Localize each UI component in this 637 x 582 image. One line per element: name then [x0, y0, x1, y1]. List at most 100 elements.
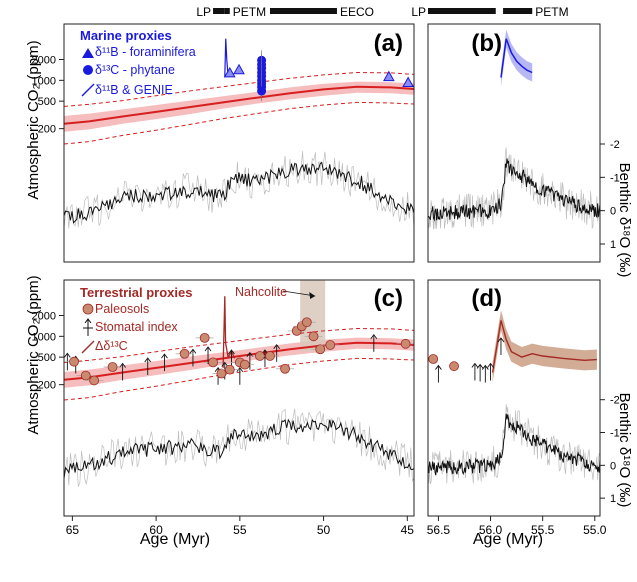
- co2-band-a: [64, 81, 414, 132]
- y-tick-label-a: 2000: [32, 55, 56, 67]
- stomatal-arrow: [435, 364, 442, 370]
- nahcolite-arrow-head: [309, 292, 316, 299]
- legend-label-stomatal: Stomatal index: [95, 320, 178, 334]
- benthic-line-a: [63, 161, 415, 224]
- panel-letter-d: (d): [471, 285, 502, 312]
- paleosol-point: [301, 317, 312, 328]
- bands-layer: [64, 29, 597, 388]
- benthic-raw-c: [63, 408, 415, 487]
- co2-ci-upper-c: [63, 327, 415, 363]
- y-right-tick-label-b: -2: [610, 139, 620, 151]
- event-label-petm: PETM: [233, 5, 266, 19]
- benthic-raw-b: [427, 147, 601, 230]
- x-tick-label-c: 60: [149, 523, 163, 537]
- panel-frame-d: [427, 279, 601, 517]
- y-right-tick-label-d: -1: [610, 428, 620, 440]
- paleosol-point: [80, 370, 91, 381]
- x-axis-label-right: Age (Myr): [473, 531, 543, 548]
- y-tick-label-c: 200: [38, 380, 56, 392]
- panel-letter-a: (a): [374, 30, 403, 57]
- co2-band-c: [64, 337, 414, 388]
- y-tick-label-a: 200: [38, 124, 56, 136]
- paleosol-point: [325, 340, 336, 350]
- boron-foram-point: [383, 70, 395, 82]
- stomatal-arrow: [189, 348, 197, 354]
- y-right-tick-label-d: 1: [610, 493, 616, 505]
- event-bar-petm: [503, 8, 533, 14]
- panel-letter-c: (c): [374, 285, 403, 312]
- stomatal-arrow: [204, 346, 212, 352]
- y-axis-label-top: Atmospheric CO₂ (ppm): [25, 40, 42, 199]
- stomatal-arrow: [471, 362, 479, 368]
- legend-paleosol-icon: [82, 303, 94, 315]
- data-layer: [63, 38, 601, 487]
- paleosol-point: [199, 332, 210, 343]
- panel-frame-b: [427, 23, 601, 263]
- paleosol-point: [216, 368, 227, 379]
- paleosol-point: [89, 375, 100, 386]
- x-tick-label-d: 55.0: [583, 523, 607, 537]
- boron-foram-point: [402, 76, 414, 88]
- benthic-raw-a: [63, 151, 415, 229]
- event-label-eeco: EECO: [340, 5, 374, 19]
- legend-label-boron-foram: δ¹¹B - foraminifera: [95, 45, 196, 59]
- x-axis-label-left: Age (Myr): [140, 531, 210, 548]
- paleosol-point: [208, 357, 218, 368]
- stomatal-arrow: [63, 352, 71, 358]
- stomatal-arrow: [273, 343, 281, 350]
- x-tick-label-d: 56.0: [479, 523, 503, 537]
- stomatal-arrow: [161, 353, 168, 359]
- paleosol-point: [428, 354, 439, 364]
- co2-ci-lower-a: [63, 101, 415, 145]
- text-layer: Age (Myr) Age (Myr) Atmospheric CO₂ (ppm…: [25, 28, 633, 548]
- stomatal-arrow: [487, 362, 494, 368]
- paleosol-point: [179, 348, 190, 359]
- co2-median-a: [63, 85, 415, 125]
- y-right-tick-label-d: -2: [610, 395, 620, 407]
- legend-stomatal-icon: [83, 318, 93, 336]
- x-tick-label-c: 65: [66, 523, 80, 537]
- event-label-lp: LP: [411, 5, 426, 19]
- x-tick-label-d: 56.5: [427, 523, 451, 537]
- event-label-lp: LP: [196, 5, 211, 19]
- stomatal-arrow: [476, 363, 484, 369]
- benthic-line-b: [427, 158, 601, 222]
- stomatal-arrow: [119, 362, 126, 368]
- benthic-raw-d: [427, 403, 601, 485]
- y-axis-right-label-top: Benthic δ¹⁸O (‰): [616, 163, 633, 278]
- boron-foram-point: [233, 63, 245, 75]
- legend-label-phytane: δ¹³C - phytane: [95, 63, 175, 77]
- stomatal-arrow: [228, 349, 235, 355]
- paleosol-point: [69, 356, 79, 367]
- panel-frame-a: [63, 23, 415, 263]
- x-tick-label-c: 50: [317, 523, 331, 537]
- genie-line-a: [224, 38, 229, 78]
- y-tick-label-a: 1000: [32, 75, 56, 87]
- event-bar-eeco: [269, 8, 337, 14]
- paleosol-point: [449, 361, 459, 372]
- nahcolite-label: Nahcolite: [235, 285, 287, 299]
- y-tick-label-a: 500: [38, 96, 56, 108]
- paleosol-point: [280, 363, 290, 374]
- paleosol-point: [400, 338, 411, 349]
- legend-label-genie: δ¹¹B & GENIE: [95, 83, 173, 97]
- co2-ci-upper-a: [63, 71, 415, 107]
- y-tick-label-c: 1000: [32, 331, 56, 343]
- terr-band-d: [492, 310, 597, 383]
- y-axis-label-bottom: Atmospheric CO₂ (ppm): [25, 275, 42, 434]
- legend-title-marine: Marine proxies: [80, 28, 172, 43]
- event-bar-lp: [428, 8, 496, 14]
- legend-circle-icon: [83, 65, 93, 75]
- legend-terr-line-icon: [81, 340, 95, 354]
- x-tick-label-c: 55: [233, 523, 247, 537]
- paleosol-point: [239, 359, 250, 370]
- paleosol-point: [265, 351, 275, 361]
- stomatal-arrow: [497, 337, 505, 343]
- legend-title-terrestrial: Terrestrial proxies: [80, 285, 192, 300]
- legend-symbols: [81, 48, 95, 354]
- y-right-tick-label-b: 1: [610, 239, 616, 251]
- paleosol-point: [224, 364, 235, 375]
- event-bar-petm: [224, 8, 230, 14]
- x-tick-label-d: 55.5: [531, 523, 555, 537]
